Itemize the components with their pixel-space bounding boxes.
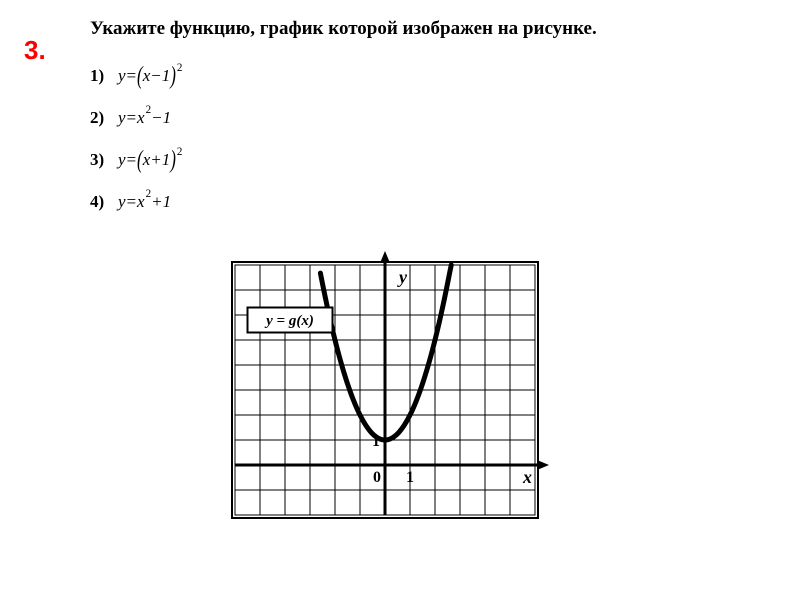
option-formula: y = x2 +1: [118, 192, 171, 212]
option-3: 3) y = (x +1)2: [90, 144, 182, 176]
graph-container: y = g(x) y x 0 1 1: [215, 245, 555, 540]
option-num: 2): [90, 108, 118, 128]
svg-text:x: x: [522, 467, 532, 487]
option-1: 1) y = (x −1)2: [90, 60, 182, 92]
option-formula: y = x2 −1: [118, 108, 171, 128]
svg-text:1: 1: [406, 469, 414, 486]
svg-text:0: 0: [373, 469, 381, 486]
question-text: Укажите функцию, график которой изображе…: [90, 18, 597, 40]
option-4: 4) y = x2 +1: [90, 186, 182, 218]
option-formula: y = (x −1)2: [118, 66, 182, 86]
function-graph: y = g(x) y x 0 1 1: [215, 245, 555, 535]
svg-text:y: y: [397, 267, 408, 287]
option-formula: y = (x +1)2: [118, 150, 182, 170]
option-2: 2) y = x2 −1: [90, 102, 182, 134]
options-list: 1) y = (x −1)2 2) y = x2 −1 3) y = (x +1…: [90, 60, 182, 228]
option-num: 4): [90, 192, 118, 212]
question-number: 3.: [24, 35, 46, 66]
svg-text:1: 1: [372, 433, 380, 450]
option-num: 1): [90, 66, 118, 86]
svg-text:y = g(x): y = g(x): [264, 313, 314, 329]
option-num: 3): [90, 150, 118, 170]
